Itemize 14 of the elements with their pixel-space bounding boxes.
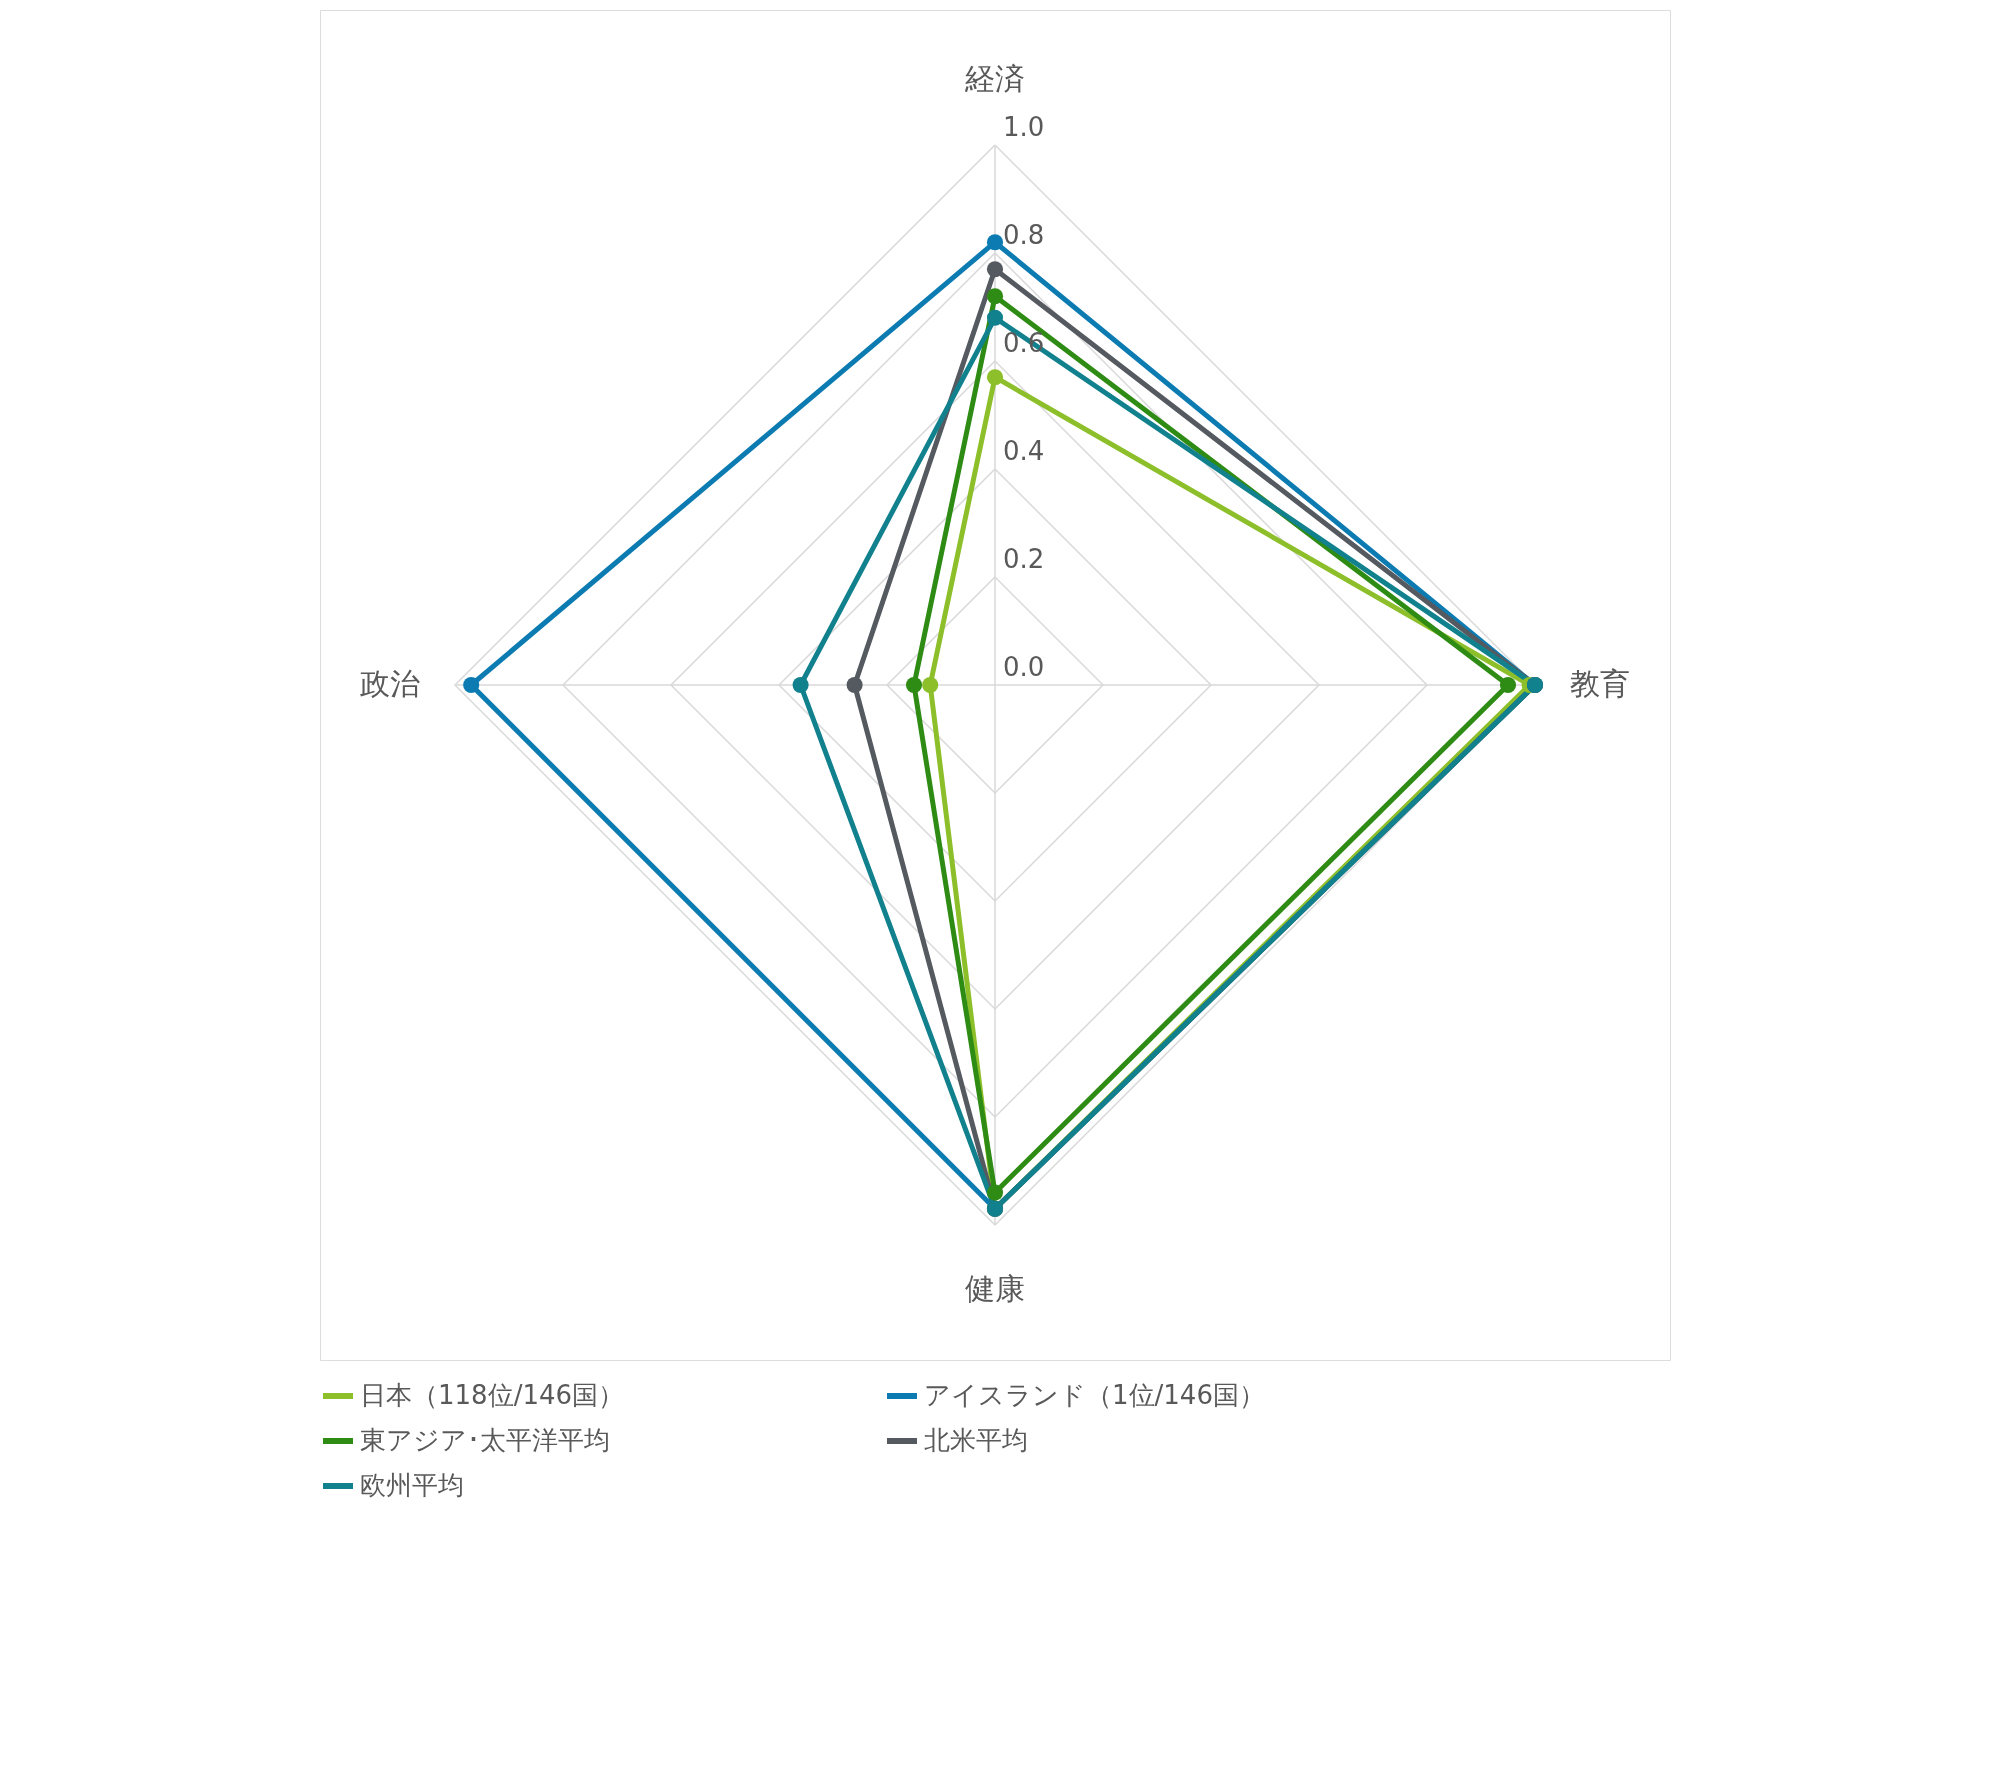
spoke-label: 健康 [965,1270,1025,1306]
y-tick-label: 0.4 [1003,436,1045,466]
y-tick-label: 0.8 [1003,220,1045,250]
legend-label: アイスランド（1位/146国） [924,1380,1265,1410]
legend-label: 北米平均 [924,1425,1028,1455]
legend-label: 欧州平均 [360,1470,464,1500]
legend-label: 日本（118位/146国） [360,1380,625,1410]
spoke-label: 経済 [964,61,1025,97]
legend-label: 東アジア･太平洋平均 [360,1425,610,1455]
y-tick-label: 1.0 [1003,112,1045,142]
spoke-label: 教育 [1569,666,1630,701]
spoke-label: 政治 [360,666,421,701]
y-tick-label: 0.2 [1003,544,1045,574]
y-tick-label: 0.0 [1003,652,1045,682]
